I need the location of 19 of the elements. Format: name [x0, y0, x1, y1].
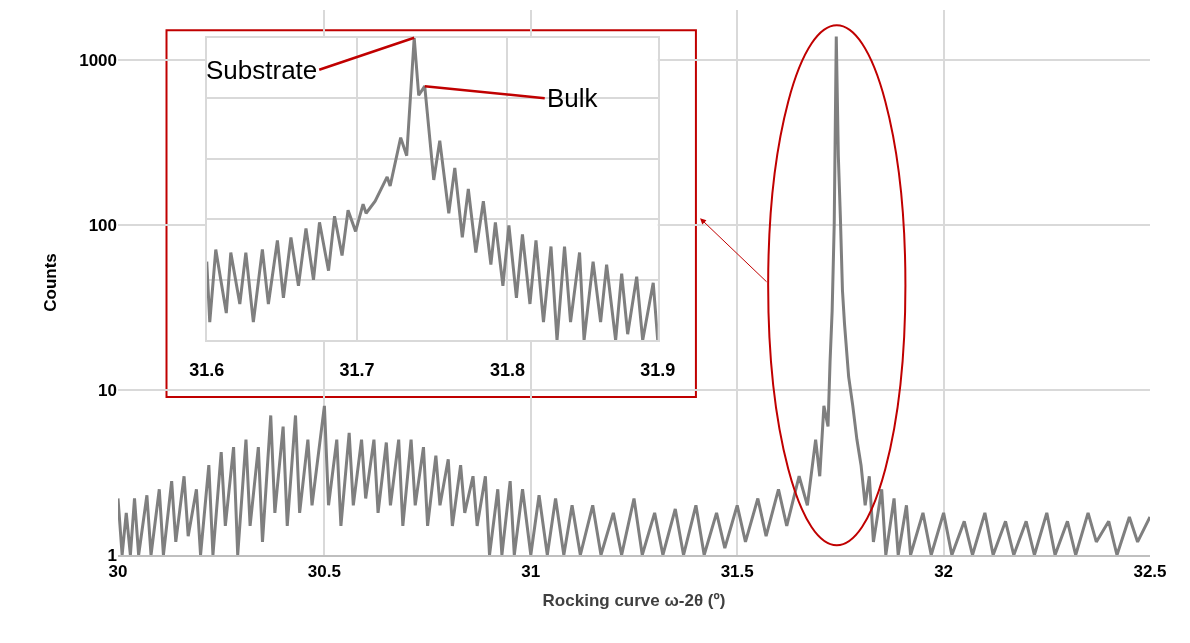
y-tick-label: 1 [107, 545, 117, 565]
y-tick-label: 1000 [79, 50, 117, 70]
x-tick-label: 30 [108, 562, 128, 582]
x-tick-label: 30.5 [307, 562, 341, 582]
x-tick-label: 32.5 [1133, 562, 1167, 582]
x-tick-label: 32 [934, 562, 954, 582]
x-tick-label: 31 [521, 562, 541, 582]
x-tick-label: 31.9 [640, 359, 676, 380]
x-tick-label: 31.5 [720, 562, 754, 582]
y-axis-title: Counts [40, 253, 60, 312]
x-tick-label: 31.6 [189, 359, 225, 380]
line-series [118, 35, 1150, 555]
y-tick-label: 10 [98, 380, 117, 400]
annotation: Substrate [206, 55, 318, 85]
x-tick-label: 31.7 [339, 359, 375, 380]
y-tick-label: 100 [88, 215, 117, 235]
x-axis-title: Rocking curve ω-2θ (º) [542, 591, 726, 611]
annotation: Bulk [547, 83, 599, 113]
x-tick-label: 31.8 [489, 359, 525, 380]
